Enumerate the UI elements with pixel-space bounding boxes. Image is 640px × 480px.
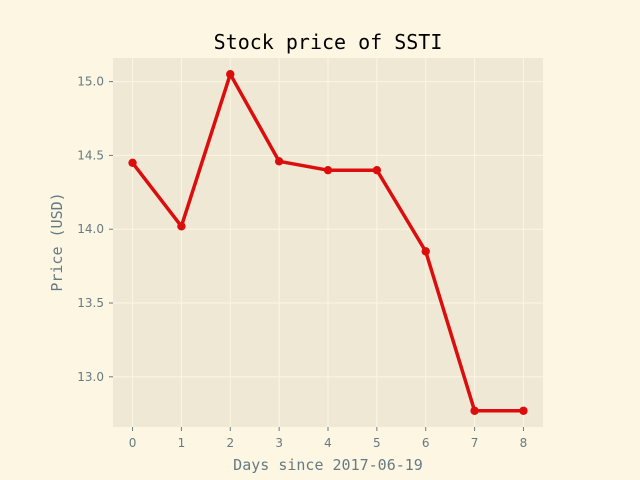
y-axis-label: Price (USD): [48, 192, 66, 291]
x-axis-ticks: 0 1 2 3 4 5 6 7 8: [129, 427, 528, 450]
y-tick-label: 14.5: [77, 148, 104, 162]
x-tick-label: 8: [520, 436, 528, 450]
data-point: [128, 158, 137, 167]
data-point: [323, 165, 333, 175]
x-axis-label: Days since 2017-06-19: [233, 456, 423, 474]
x-tick-label: 5: [373, 436, 381, 450]
x-tick-label: 4: [324, 436, 332, 450]
data-point: [274, 157, 284, 166]
x-tick-label: 3: [275, 436, 283, 450]
chart-title: Stock price of SSTI: [214, 30, 443, 54]
x-tick-label: 1: [178, 436, 186, 450]
y-axis-ticks: 13.0 13.5 14.0 14.5 15.0: [77, 75, 113, 384]
y-tick-label: 13.5: [77, 296, 104, 310]
x-tick-label: 7: [471, 436, 479, 450]
data-point: [421, 247, 430, 256]
data-point: [372, 165, 382, 175]
data-point: [226, 70, 235, 79]
y-tick-label: 13.0: [77, 370, 104, 384]
x-tick-label: 2: [226, 436, 234, 450]
y-tick-label: 14.0: [77, 222, 104, 236]
y-tick-label: 15.0: [77, 75, 104, 89]
data-point: [519, 406, 528, 415]
x-tick-label: 0: [129, 436, 137, 450]
data-point: [177, 222, 186, 231]
grid-lines: [113, 58, 543, 427]
price-data-points: [128, 70, 528, 415]
data-point: [470, 406, 479, 415]
x-tick-label: 6: [422, 436, 430, 450]
